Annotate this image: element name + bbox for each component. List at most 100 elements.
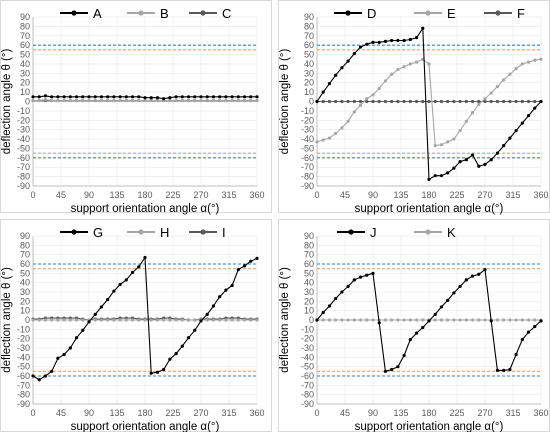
data-point — [106, 95, 110, 99]
data-point — [186, 318, 191, 322]
series-D — [315, 26, 543, 182]
data-point — [174, 318, 178, 322]
y-tick-label: -50 — [17, 362, 30, 372]
data-point — [93, 318, 97, 322]
y-tick-label: 30 — [20, 68, 30, 78]
data-point — [118, 98, 122, 103]
data-point — [93, 95, 97, 99]
data-point — [352, 52, 356, 56]
data-point — [118, 282, 122, 287]
data-point — [112, 98, 116, 103]
x-tick-label: 315 — [505, 408, 520, 418]
data-point — [520, 338, 524, 342]
x-tick-label: 180 — [137, 408, 152, 418]
data-point — [526, 60, 531, 64]
legend-label: J — [370, 225, 377, 240]
y-tick-label: -30 — [17, 125, 30, 135]
data-point — [224, 288, 228, 292]
data-point — [74, 95, 79, 99]
data-point — [539, 99, 543, 104]
data-point — [230, 283, 234, 288]
legend-label: A — [93, 6, 102, 21]
data-point — [446, 140, 450, 144]
y-tick-label: 60 — [304, 259, 314, 269]
series-F — [315, 99, 543, 104]
data-point — [180, 95, 184, 99]
data-point — [427, 99, 431, 104]
legend-label: I — [222, 225, 226, 240]
data-point — [408, 99, 412, 104]
data-point — [155, 318, 160, 322]
data-point — [352, 99, 356, 104]
data-point — [371, 40, 375, 44]
data-point — [236, 98, 240, 103]
y-tick-label: -30 — [17, 343, 30, 353]
data-point — [408, 338, 412, 342]
series-J — [315, 268, 543, 373]
data-point — [377, 86, 381, 90]
data-point — [50, 318, 54, 322]
data-point — [446, 318, 450, 322]
x-axis-title: support orientation angle α(°) — [71, 203, 220, 215]
y-tick-label: -20 — [17, 334, 30, 344]
data-point — [99, 95, 104, 99]
y-axis-title: deflection angle θ (°) — [279, 267, 291, 373]
y-tick-label: -90 — [301, 399, 314, 409]
legend-marker — [200, 10, 206, 16]
data-point — [224, 95, 228, 99]
data-point — [327, 136, 332, 140]
y-tick-label: 10 — [20, 306, 30, 316]
data-point — [43, 318, 48, 322]
y-axis-title: deflection angle θ (°) — [1, 267, 13, 373]
data-point — [31, 98, 35, 103]
data-point — [477, 102, 481, 106]
data-point — [230, 95, 234, 99]
data-point — [439, 305, 444, 309]
legend-marker — [200, 229, 206, 235]
legend-label: G — [93, 225, 103, 240]
y-tick-label: 80 — [20, 21, 30, 31]
data-point — [315, 99, 319, 104]
y-tick-label: -20 — [301, 115, 314, 125]
legend-item: I — [189, 225, 226, 240]
data-point — [508, 136, 512, 140]
x-tick-label: 225 — [165, 190, 180, 200]
data-point — [446, 171, 450, 175]
data-point — [211, 318, 216, 322]
data-point — [99, 98, 104, 103]
data-point — [421, 325, 425, 330]
data-point — [205, 95, 209, 99]
data-point — [514, 99, 518, 104]
data-point — [414, 99, 419, 104]
data-point — [514, 129, 518, 133]
data-point — [236, 268, 240, 272]
data-point — [533, 99, 537, 104]
data-point — [396, 318, 400, 322]
data-point — [68, 98, 72, 103]
data-point — [514, 352, 518, 357]
data-point — [224, 318, 228, 322]
y-tick-label: 80 — [304, 240, 314, 250]
data-point — [458, 284, 462, 288]
data-point — [427, 177, 431, 182]
data-point — [464, 318, 468, 322]
series-G — [31, 255, 259, 382]
data-point — [452, 166, 456, 170]
y-axis-title: deflection angle θ (°) — [279, 49, 291, 155]
data-point — [124, 95, 128, 99]
y-tick-label: 70 — [304, 250, 314, 260]
y-tick-label: 40 — [304, 278, 314, 288]
data-point — [446, 99, 450, 104]
data-point — [37, 98, 41, 103]
data-point — [402, 38, 406, 43]
data-point — [340, 290, 344, 294]
data-point — [433, 312, 437, 316]
data-point — [143, 318, 147, 322]
data-point — [155, 96, 160, 100]
data-point — [149, 98, 153, 103]
data-point — [365, 318, 369, 322]
data-point — [50, 369, 54, 373]
data-point — [205, 318, 209, 322]
data-point — [327, 304, 332, 308]
data-point — [433, 144, 437, 148]
